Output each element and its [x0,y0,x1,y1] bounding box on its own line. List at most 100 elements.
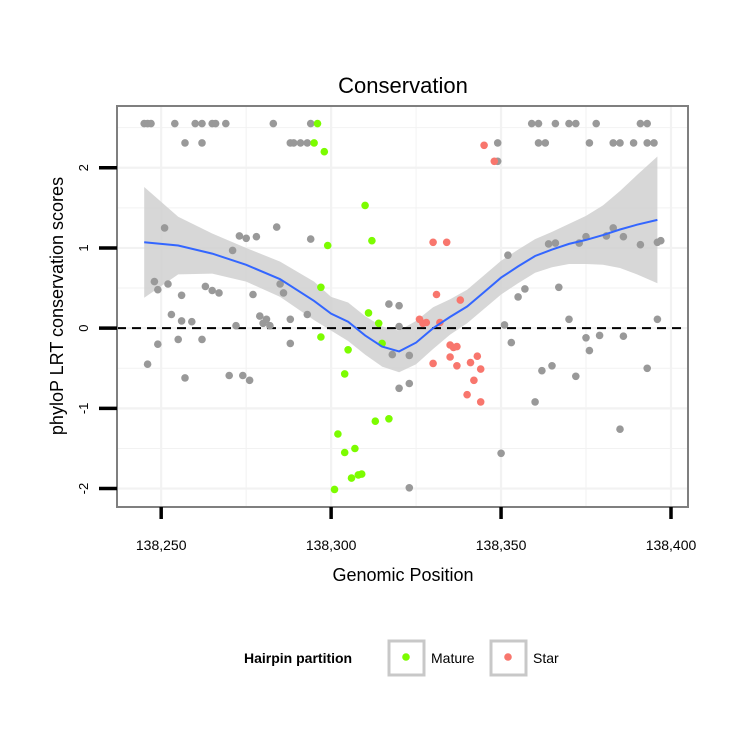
point-other [154,340,162,349]
point-other [572,119,580,128]
point-star [432,290,441,299]
point-other [385,300,393,308]
point-other [405,379,414,388]
point-other [555,283,563,292]
point-other [534,119,543,128]
point-other [395,384,403,393]
point-other [619,232,628,241]
x-tick-label: 138,250 [136,537,187,553]
point-other [650,139,658,147]
point-other [303,139,312,147]
point-other [239,371,247,380]
point-other [395,322,403,331]
point-other [306,119,315,128]
point-other [616,425,624,434]
point-other [643,139,651,147]
point-other [572,372,580,381]
point-other [534,139,543,147]
legend-marker-star [504,653,512,661]
point-other [657,236,665,245]
point-other [174,335,182,344]
point-mature [313,119,322,128]
legend-marker-mature [402,653,410,661]
point-other [636,240,645,249]
point-other [252,232,261,241]
point-other [201,282,210,291]
point-mature [374,319,383,328]
point-other [279,289,288,297]
point-mature [317,333,325,341]
point-other [222,119,230,128]
point-other [500,321,509,329]
point-mature [317,283,325,292]
point-mature [334,430,342,438]
point-star [490,157,499,166]
point-star [453,362,461,370]
point-star [442,238,451,247]
point-mature [323,241,332,250]
point-other [188,317,196,326]
point-other [249,290,257,299]
point-other [269,119,278,128]
point-other [585,346,594,355]
x-tick-label: 138,300 [306,537,357,553]
point-other [303,310,312,319]
point-mature [330,485,339,494]
legend-label-mature: Mature [431,650,475,666]
point-mature [344,346,352,354]
point-star [476,365,485,373]
point-other [228,246,237,255]
point-star [463,390,471,399]
point-other [497,449,505,458]
point-other [225,371,233,380]
point-other [255,312,264,320]
point-other [262,315,271,324]
point-other [191,119,199,128]
point-other [395,301,403,310]
point-star [453,342,461,351]
point-other [167,310,176,319]
point-other [245,376,254,385]
plot-border [116,105,689,508]
point-other [619,332,628,341]
point-other [266,321,274,330]
point-other [405,484,414,492]
point-other [504,251,512,259]
point-other [276,280,284,288]
point-other [514,293,522,301]
point-other [643,119,651,128]
legend-title: Hairpin partition [244,650,352,666]
point-other [177,291,186,300]
y-tick-label: 1 [76,244,91,251]
point-star [429,359,437,368]
point-other [636,119,645,128]
point-other [653,315,662,324]
point-other [160,224,169,232]
point-other [215,289,223,297]
x-tick-label: 138,350 [476,537,527,553]
point-star [429,238,437,247]
point-other [198,119,206,128]
point-other [565,119,573,128]
point-other [595,331,604,340]
point-other [592,119,600,128]
point-mature [361,201,369,210]
point-other [306,235,315,243]
point-mature [320,147,329,156]
point-mature [347,474,356,482]
chart-title: Conservation [338,73,468,98]
point-other [609,224,617,232]
point-other [493,139,502,147]
y-tick-label: -1 [76,403,91,415]
y-axis-label: phyloP LRT conservation scores [47,177,67,435]
x-axis: 138,250 138,300 138,350 138,400 [136,507,697,553]
point-other [551,119,560,128]
point-mature [310,139,318,147]
point-other [582,334,590,342]
point-mature [385,415,393,423]
point-other [616,139,624,147]
point-other [527,119,536,128]
point-other [177,317,186,325]
point-star [422,318,431,327]
point-star [470,376,478,385]
